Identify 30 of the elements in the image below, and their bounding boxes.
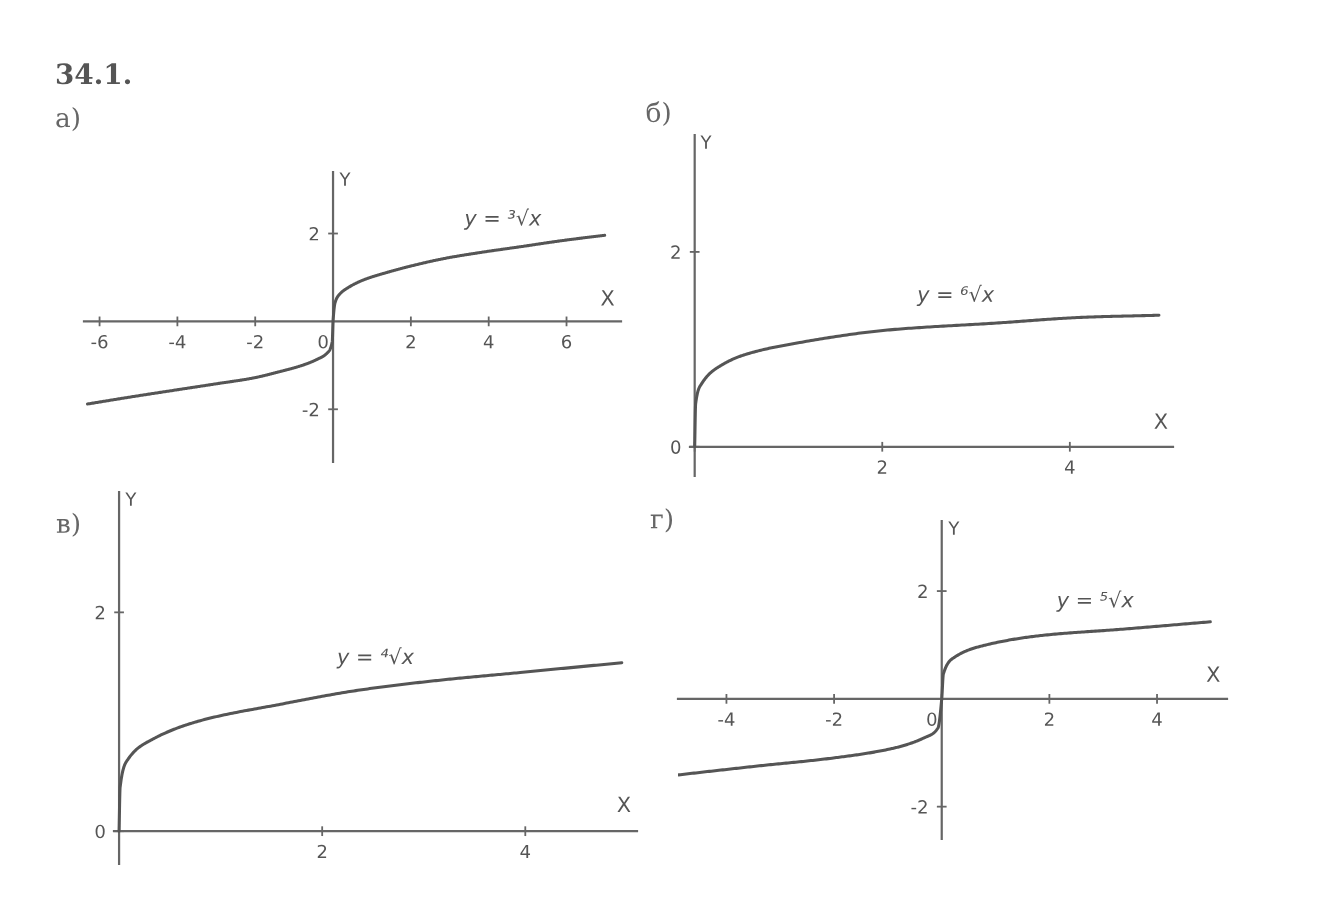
x-axis-title: X [1206,666,1220,682]
x-axis-title: X [1154,413,1168,429]
x-tick-label: -2 [825,712,842,726]
x-tick-label: 4 [1152,712,1162,726]
series-label: y = ³√x [463,208,542,230]
y-axis-title: Y [339,172,351,186]
series-label: y = ⁴√x [336,647,415,669]
chart-title: а) [56,107,79,132]
y-axis-title: Y [948,521,960,535]
x-axis-title: X [601,290,615,306]
text: в) [56,512,80,537]
x-tick-label: 2 [406,334,415,349]
x-tick-label: 0 [927,712,937,727]
x-tick-label: 6 [562,334,572,349]
x-tick-label: -2 [247,334,263,349]
chart-title: г) [650,508,673,533]
x-tick-label: -4 [718,712,735,726]
x-tick-label: -4 [169,335,186,349]
x-tick-label: 4 [1064,460,1075,474]
series-label: y = ⁵√x [1056,590,1134,612]
x-tick-label: 4 [483,335,494,349]
series-label: y = ⁶√x [916,284,995,306]
text: 34.1. [56,63,131,85]
chart-title: б) [646,101,670,126]
x-tick-label: -6 [91,334,108,349]
x-axis-title: X [617,796,631,812]
x-tick-label: 4 [520,844,531,859]
x-tick-label: 2 [1044,712,1054,726]
y-axis-title: Y [125,492,137,506]
y-axis-title: Y [700,135,712,149]
